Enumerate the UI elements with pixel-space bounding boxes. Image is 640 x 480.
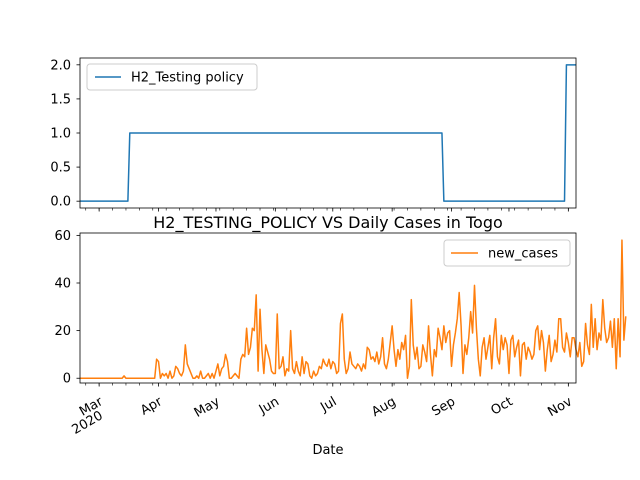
top-legend-box (86, 63, 258, 91)
bottom-y-tick-label: 40 (54, 277, 71, 292)
top-y-tick-label: 0.0 (50, 195, 71, 210)
bottom-axes-frame (79, 232, 577, 384)
x-tick-label: Jun (256, 394, 282, 418)
top-legend: H2_Testing policy (86, 63, 258, 91)
top-legend-label: H2_Testing policy (131, 71, 244, 86)
top-y-tick-label: 1.5 (50, 92, 71, 107)
x-axis-label: Date (312, 443, 343, 458)
bottom-legend: new_cases (443, 239, 571, 267)
chart-title: H2_TESTING_POLICY VS Daily Cases in Togo (153, 213, 503, 233)
bottom-y-tick-label: 0 (63, 372, 71, 387)
top-y-tick-label: 1.0 (50, 127, 71, 142)
bottom-y-tick-label: 60 (54, 229, 71, 244)
top-panel: 0.0 0.5 1.0 1.5 2.0 H2_Testing policy (50, 57, 577, 212)
x-tick-label: Aug (369, 394, 398, 420)
bottom-legend-label: new_cases (488, 247, 558, 262)
bottom-y-tick-label: 20 (54, 324, 71, 339)
top-y-axis: 0.0 0.5 1.0 1.5 2.0 (50, 58, 80, 210)
top-x-axis (85, 208, 569, 212)
x-tick-label: Jul (317, 394, 339, 415)
x-tick-label: Apr (138, 394, 166, 419)
bottom-y-axis: 0 20 40 60 (54, 229, 80, 387)
x-tick-label: Sep (429, 394, 458, 419)
bottom-series-layer (80, 239, 627, 379)
x-tick-label: Oct (489, 394, 516, 418)
bottom-legend-box (443, 239, 571, 267)
top-y-tick-label: 2.0 (50, 58, 71, 73)
new-cases-line (80, 239, 627, 379)
top-series-layer (80, 64, 576, 202)
testing-policy-line (80, 64, 576, 202)
top-y-tick-label: 0.5 (50, 161, 71, 176)
bottom-panel: H2_TESTING_POLICY VS Daily Cases in Togo… (54, 213, 627, 458)
x-tick-label: Nov (545, 394, 575, 420)
x-tick-label: May (192, 394, 223, 421)
